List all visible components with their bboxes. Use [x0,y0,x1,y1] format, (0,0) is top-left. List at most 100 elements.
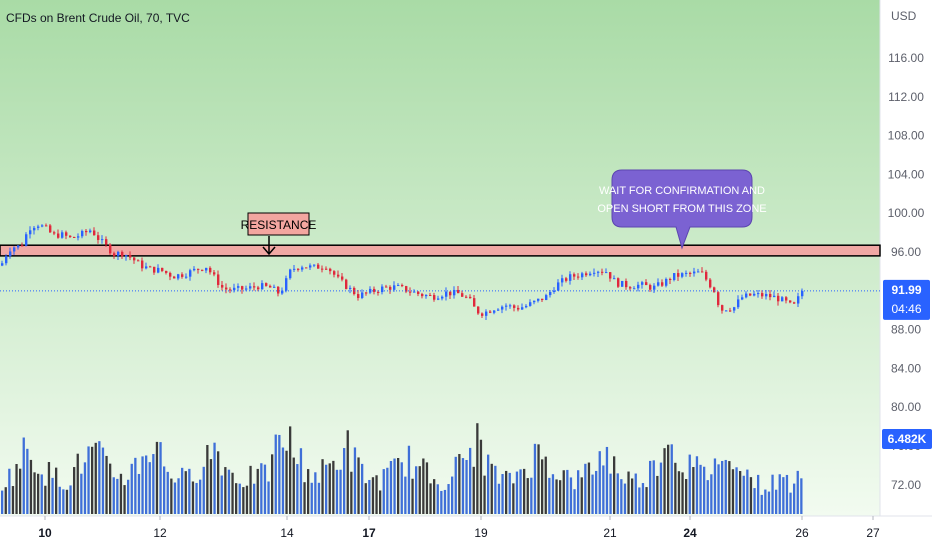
candle-body [261,283,264,290]
time-scale-background[interactable] [0,516,932,550]
candle-body [309,265,312,268]
volume-bar [137,473,141,514]
candle-body [449,291,452,296]
volume-bar [357,457,360,514]
candle-body [669,278,672,280]
volume-bar [526,478,529,514]
volume-bar [267,481,270,514]
candle-body [21,245,24,247]
price-tick-label: 88.00 [891,323,921,337]
volume-bar [37,473,40,514]
volume-bar [62,489,65,514]
candle-body [557,282,560,291]
callout-bubble[interactable]: WAIT FOR CONFIRMATION AND OPEN SHORT FRO… [597,169,767,250]
volume-bar [710,474,713,514]
candle-body [165,270,168,273]
volume-bar [476,423,479,514]
volume-bar [623,483,627,514]
candle-body [177,274,180,279]
volume-bar [627,471,630,514]
volume-bar [602,465,605,514]
candle-body [485,311,488,316]
candle-body [613,278,616,280]
volume-bar [728,461,731,514]
candle-body [721,305,724,311]
candle-body [405,286,408,292]
volume-bar [332,460,335,514]
candle-body [649,285,652,290]
candle-body [225,287,228,290]
price-scale-ticks: 116.00 112.00 108.00 104.00 100.00 96.00 88.00… [888,51,925,492]
candle-body [313,264,316,266]
price-tick-label: 116.00 [888,51,924,65]
volume-bar [782,477,785,514]
candle-body [181,274,184,277]
candle-body [13,247,16,252]
volume-bar [490,463,493,514]
volume-bar [580,477,583,514]
candle-body [253,286,256,288]
candle-body [493,310,496,313]
volume-bar [458,454,461,514]
volume-bar [227,469,231,514]
resistance-zone[interactable] [0,244,881,257]
volume-bar [404,476,407,514]
volume-bar [515,471,519,514]
candle-body [761,293,764,297]
price-tick-label: 96.00 [891,245,921,259]
candle-body [421,293,424,297]
candle-body [401,285,404,287]
volume-bar [731,469,735,514]
volume-bar [382,469,385,514]
volume-bar [461,458,465,514]
volume-bar [386,467,389,514]
volume-bar [47,462,51,514]
candle-body [433,295,436,300]
candle-body [93,230,96,236]
candle-body [369,288,372,293]
last-price-badge[interactable]: 91.99 04:46 [883,279,930,320]
volume-badge[interactable]: 6.482K [882,429,932,449]
volume-bar [22,437,25,514]
candle-body [537,298,540,301]
candle-body [581,273,584,278]
volume-bar [649,460,652,514]
volume-bar [440,490,443,514]
volume-bar [674,462,677,514]
volume-bar [4,487,7,514]
volume-bar [321,459,324,514]
volume-bar [425,462,429,514]
resistance-label[interactable]: RESISTANCE [241,212,317,256]
candle-body [289,269,292,279]
volume-bar [703,466,706,514]
candle-body [349,287,352,289]
candle-body [125,255,128,257]
candle-body [729,310,732,312]
volume-bar [173,482,177,514]
volume-bar [605,446,609,514]
volume-bar [213,442,216,514]
volume-bar [447,484,450,514]
volume-bar [443,489,447,514]
volume-bar [87,446,90,514]
volume-bar [785,474,789,514]
volume-bar [263,464,267,514]
volume-bar [584,463,587,514]
candle-body [361,292,364,298]
currency-label: USD [891,9,917,23]
candle-body [593,272,596,274]
volume-bar [659,462,663,514]
volume-bar [299,448,303,514]
time-tick-label: 14 [280,526,294,540]
candle-body [201,269,204,271]
volume-bar [609,473,612,514]
candle-body [365,292,368,294]
volume-bar [33,472,36,514]
volume-bar [296,464,299,514]
candle-body [609,272,612,279]
volume-bar [58,486,61,514]
candle-body [301,267,304,270]
candle-body [57,233,60,238]
volume-bar [505,470,508,514]
